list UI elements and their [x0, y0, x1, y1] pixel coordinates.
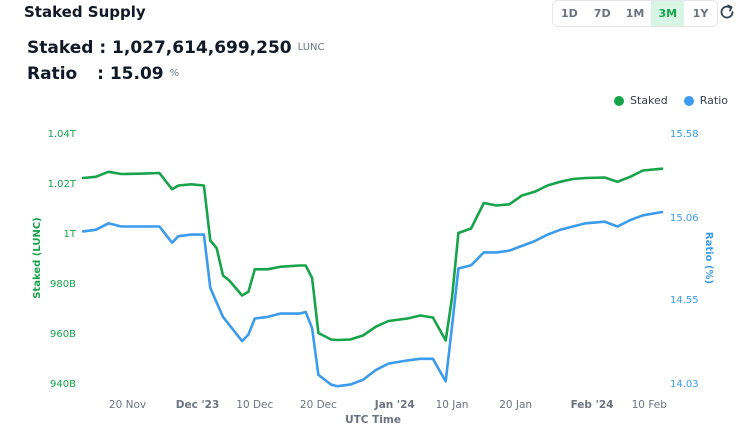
page-title: Staked Supply — [24, 3, 146, 21]
x-axis-tick-label: 10 Dec — [236, 399, 273, 411]
right-axis-tick-label: 15.06 — [670, 213, 699, 224]
right-axis-tick-label: 14.55 — [670, 295, 699, 306]
x-axis-tick-label: 10 Feb — [632, 399, 668, 411]
left-axis-title: Staked (LUNC) — [32, 217, 43, 299]
time-range-selector: 1D 7D 1M 3M 1Y — [552, 0, 718, 27]
ratio-value: : 15.09 — [97, 64, 164, 84]
staked-value: : 1,027,614,699,250 — [99, 38, 292, 58]
staked-stat: Staked : 1,027,614,699,250 LUNC — [27, 38, 325, 58]
x-axis-tick-label: Feb '24 — [571, 399, 614, 411]
ratio-legend-dot — [683, 95, 694, 106]
x-axis-tick-label: 20 Nov — [109, 399, 146, 411]
series-line-staked — [81, 167, 664, 342]
x-axis-tick-label: 20 Jan — [499, 399, 532, 411]
right-axis-title: Ratio (%) — [703, 232, 714, 284]
x-axis-tick-label: 10 Jan — [436, 399, 469, 411]
left-axis-tick-label: 1T — [64, 229, 77, 240]
legend-item-staked[interactable]: Staked — [613, 94, 668, 107]
chart-legend: Staked Ratio — [613, 94, 728, 107]
x-axis-title: UTC Time — [345, 414, 401, 426]
x-axis-tick-label: Dec '23 — [176, 399, 220, 411]
staked-unit: LUNC — [297, 42, 325, 53]
range-button-1m[interactable]: 1M — [625, 7, 645, 20]
refresh-icon[interactable] — [717, 2, 737, 22]
left-axis-tick-label: 1.04T — [48, 129, 77, 140]
staked-legend-dot — [613, 95, 624, 106]
left-axis-tick-label: 980B — [50, 279, 76, 290]
left-axis-tick-label: 940B — [50, 379, 76, 390]
range-button-1d[interactable]: 1D — [561, 7, 578, 20]
staked-label: Staked — [27, 38, 94, 58]
left-axis-tick-label: 1.02T — [48, 179, 77, 190]
x-axis-tick-label: Jan '24 — [374, 399, 415, 411]
right-axis-tick-label: 15.58 — [670, 129, 699, 140]
left-axis-tick-label: 960B — [50, 329, 76, 340]
range-button-1y[interactable]: 1Y — [692, 7, 709, 20]
x-axis-tick-label: 20 Dec — [300, 399, 337, 411]
ratio-stat: Ratio : 15.09% — [27, 64, 179, 84]
range-button-3m[interactable]: 3M — [651, 1, 685, 26]
series-line-ratio — [81, 210, 664, 388]
ratio-unit: % — [169, 68, 180, 79]
legend-label-ratio: Ratio — [699, 94, 728, 107]
range-button-7d[interactable]: 7D — [593, 7, 611, 20]
legend-label-staked: Staked — [629, 94, 668, 107]
ratio-label: Ratio — [27, 64, 78, 84]
legend-item-ratio[interactable]: Ratio — [683, 94, 728, 107]
right-axis-tick-label: 14.03 — [670, 379, 699, 390]
